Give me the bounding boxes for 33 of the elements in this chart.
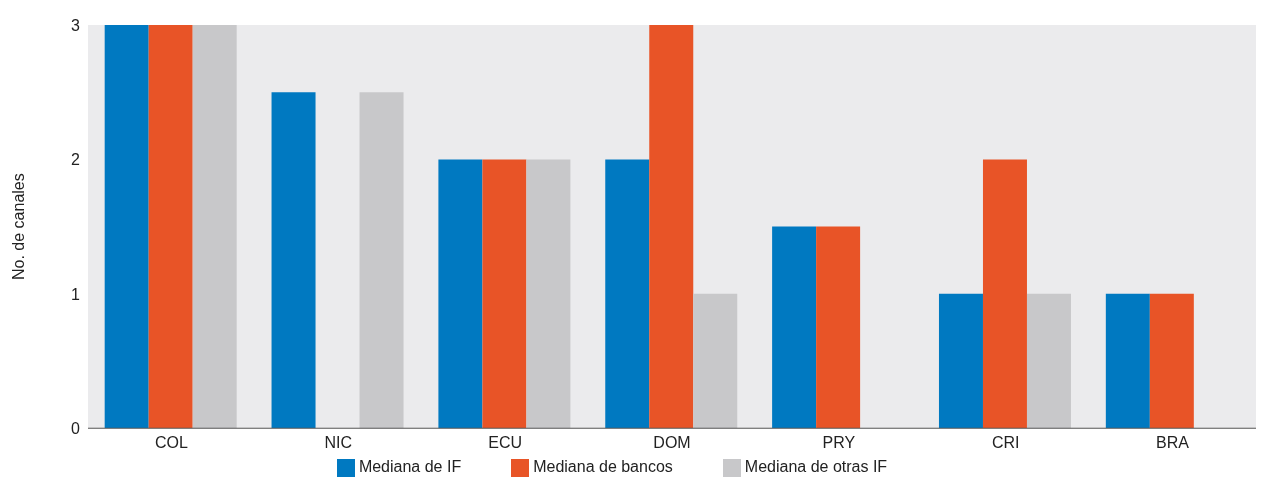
bar <box>1026 293 1071 429</box>
legend-label: Mediana de bancos <box>533 458 673 476</box>
x-tick-label: CRI <box>991 433 1020 451</box>
x-tick-label: PRY <box>822 433 856 451</box>
bar <box>772 226 817 429</box>
y-tick-label: 3 <box>71 16 81 34</box>
y-tick-label: 2 <box>71 151 81 169</box>
bar <box>693 293 738 429</box>
legend-label: Mediana de IF <box>358 458 462 476</box>
y-tick-label: 0 <box>71 419 81 437</box>
bar <box>271 92 316 429</box>
bar <box>359 92 404 429</box>
bar <box>104 25 149 429</box>
bar <box>1105 293 1150 429</box>
x-tick-label: ECU <box>488 433 523 451</box>
bar <box>816 226 861 429</box>
x-tick-label: BRA <box>1156 433 1190 451</box>
bar <box>649 25 694 429</box>
x-tick-label: COL <box>154 433 188 451</box>
bar <box>482 159 527 429</box>
legend-label: Mediana de otras IF <box>744 458 888 476</box>
y-axis-title: No. de canales <box>9 173 27 280</box>
x-tick-label: DOM <box>653 433 691 451</box>
y-tick-label: 1 <box>71 285 81 303</box>
bar <box>438 159 483 429</box>
bar <box>982 159 1027 429</box>
bar <box>1149 293 1194 429</box>
x-tick-label: NIC <box>324 433 353 451</box>
bar <box>938 293 983 429</box>
bar <box>192 25 237 429</box>
bar <box>605 159 650 429</box>
bar <box>526 159 571 429</box>
bar <box>148 25 193 429</box>
